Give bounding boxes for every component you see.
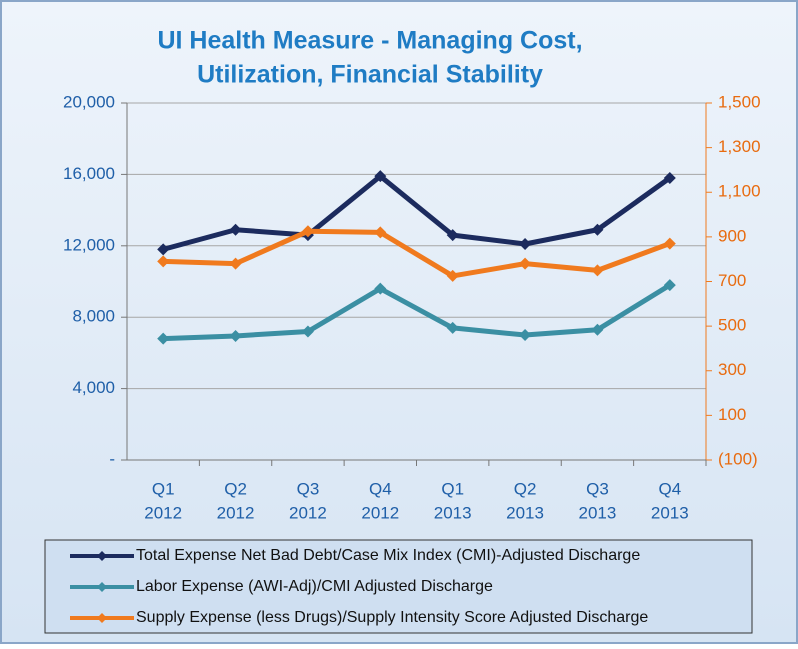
point <box>591 264 604 277</box>
x-tick-label: 2012 <box>217 503 255 522</box>
series-line <box>163 282 672 342</box>
y2-tick-label: 100 <box>718 405 746 424</box>
point <box>663 237 676 250</box>
point <box>157 243 170 256</box>
x-tick-label: Q3 <box>297 479 320 498</box>
y2-tick-label: (100) <box>718 449 758 468</box>
y2-tick-label: 700 <box>718 271 746 290</box>
point <box>591 223 604 236</box>
chart-title: Utilization, Financial Stability <box>197 61 543 89</box>
legend-marker <box>97 613 107 623</box>
x-tick-label: 2013 <box>434 503 472 522</box>
x-tick-label: Q4 <box>658 479 681 498</box>
y2-tick-label: 1,500 <box>718 92 761 111</box>
x-tick-label: Q2 <box>514 479 537 498</box>
x-tick-label: Q4 <box>369 479 392 498</box>
point <box>229 329 242 342</box>
legend-label: Labor Expense (AWI-Adj)/CMI Adjusted Dis… <box>136 578 493 595</box>
point <box>446 229 459 242</box>
point <box>157 255 170 268</box>
series-line <box>162 173 672 252</box>
series-line <box>163 228 671 279</box>
x-tick-label: 2012 <box>144 503 182 522</box>
y2-tick-label: 1,100 <box>718 182 761 201</box>
legend-marker <box>97 551 107 561</box>
y2-tick-label: 500 <box>718 316 746 335</box>
legend-box <box>44 539 753 634</box>
point <box>229 257 242 270</box>
y-tick-label: 16,000 <box>63 164 115 183</box>
y-tick-label: 8,000 <box>72 307 115 326</box>
point <box>446 269 459 282</box>
point <box>157 332 170 345</box>
point <box>519 257 532 270</box>
y2-tick-label: 300 <box>718 360 746 379</box>
point <box>301 325 314 338</box>
point <box>519 329 532 342</box>
chart-title: UI Health Measure - Managing Cost, <box>157 27 582 55</box>
y-tick-label: - <box>109 449 115 468</box>
y2-tick-label: 1,300 <box>718 137 761 156</box>
x-tick-label: 2012 <box>361 503 399 522</box>
y-tick-label: 4,000 <box>72 378 115 397</box>
point <box>446 321 459 334</box>
point <box>519 238 532 251</box>
y2-tick-label: 900 <box>718 226 746 245</box>
x-tick-label: 2013 <box>651 503 689 522</box>
y-tick-label: 12,000 <box>63 235 115 254</box>
x-tick-label: 2012 <box>289 503 327 522</box>
point <box>374 282 387 295</box>
x-tick-label: Q1 <box>441 479 464 498</box>
point <box>374 226 387 239</box>
legend-marker <box>97 582 107 592</box>
point <box>374 170 387 183</box>
point <box>663 171 676 184</box>
legend-label: Supply Expense (less Drugs)/Supply Inten… <box>136 609 648 626</box>
x-tick-label: 2013 <box>579 503 617 522</box>
x-tick-label: 2013 <box>506 503 544 522</box>
legend-label: Total Expense Net Bad Debt/Case Mix Inde… <box>136 547 640 564</box>
y-tick-label: 20,000 <box>63 92 115 111</box>
x-tick-label: Q3 <box>586 479 609 498</box>
point <box>301 225 314 238</box>
point <box>229 223 242 236</box>
x-tick-label: Q2 <box>224 479 247 498</box>
x-tick-label: Q1 <box>152 479 175 498</box>
point <box>663 279 676 292</box>
point <box>591 323 604 336</box>
